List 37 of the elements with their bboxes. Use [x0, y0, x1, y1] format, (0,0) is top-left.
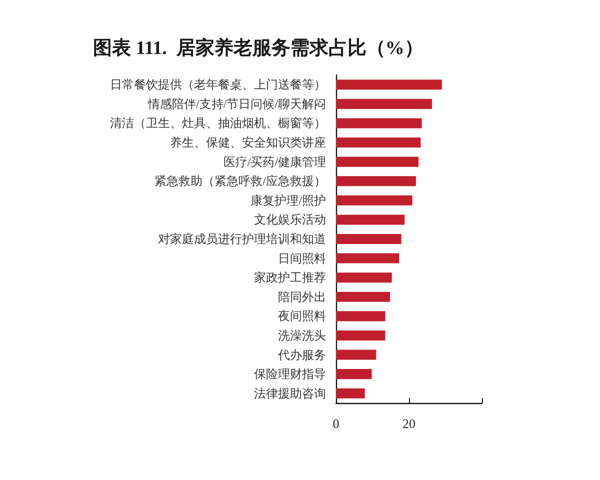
- bar: [336, 118, 422, 128]
- bar: [336, 272, 392, 283]
- bar: [336, 214, 405, 225]
- chart-title: 图表 111. 居家养老服务需求占比（%）: [93, 37, 424, 59]
- bar: [336, 369, 372, 380]
- y-tick-label: 对家庭成员进行护理培训和知道: [158, 232, 326, 246]
- bar: [336, 176, 416, 186]
- y-tick-label: 夜间照料: [278, 309, 326, 324]
- bar: [336, 292, 390, 302]
- y-tick-label: 家政护工推荐: [254, 270, 326, 285]
- x-tick-label: 20: [402, 416, 416, 431]
- y-tick-label: 清洁（卫生、灶具、抽油烟机、橱窗等）: [110, 116, 326, 130]
- y-tick-label: 康复护理/照护: [250, 193, 326, 208]
- y-tick-label: 养生、保健、安全知识类讲座: [170, 136, 326, 150]
- bar: [336, 330, 386, 340]
- y-tick-label: 日间照料: [278, 251, 326, 266]
- bar: [336, 80, 442, 90]
- y-tick-label: 代办服务: [277, 348, 326, 362]
- y-tick-label: 日常餐饮提供（老年餐桌、上门送餐等）: [110, 78, 326, 92]
- y-tick-label: 文化娱乐活动: [254, 212, 326, 227]
- y-tick-label: 医疗/买药/健康管理: [223, 154, 326, 169]
- y-tick-label: 情感陪伴/支持/节日问候/聊天解闷: [146, 96, 326, 111]
- bar: [336, 156, 418, 167]
- y-tick-label: 法律援助咨询: [254, 386, 326, 400]
- bar: [336, 98, 432, 109]
- y-tick-label: 洗澡洗头: [278, 328, 326, 342]
- y-tick-label: 陪同外出: [278, 290, 326, 304]
- y-tick-label: 保险理财指导: [254, 367, 326, 382]
- bar: [336, 195, 412, 206]
- bar: [336, 350, 376, 360]
- bar: [336, 138, 421, 148]
- bar: [336, 253, 400, 264]
- bar: [336, 234, 402, 244]
- bar: [336, 388, 365, 398]
- bar: [336, 311, 386, 322]
- y-tick-label: 紧急救助（紧急呼救/应急救援）: [154, 174, 326, 188]
- x-tick-label: 0: [332, 416, 340, 431]
